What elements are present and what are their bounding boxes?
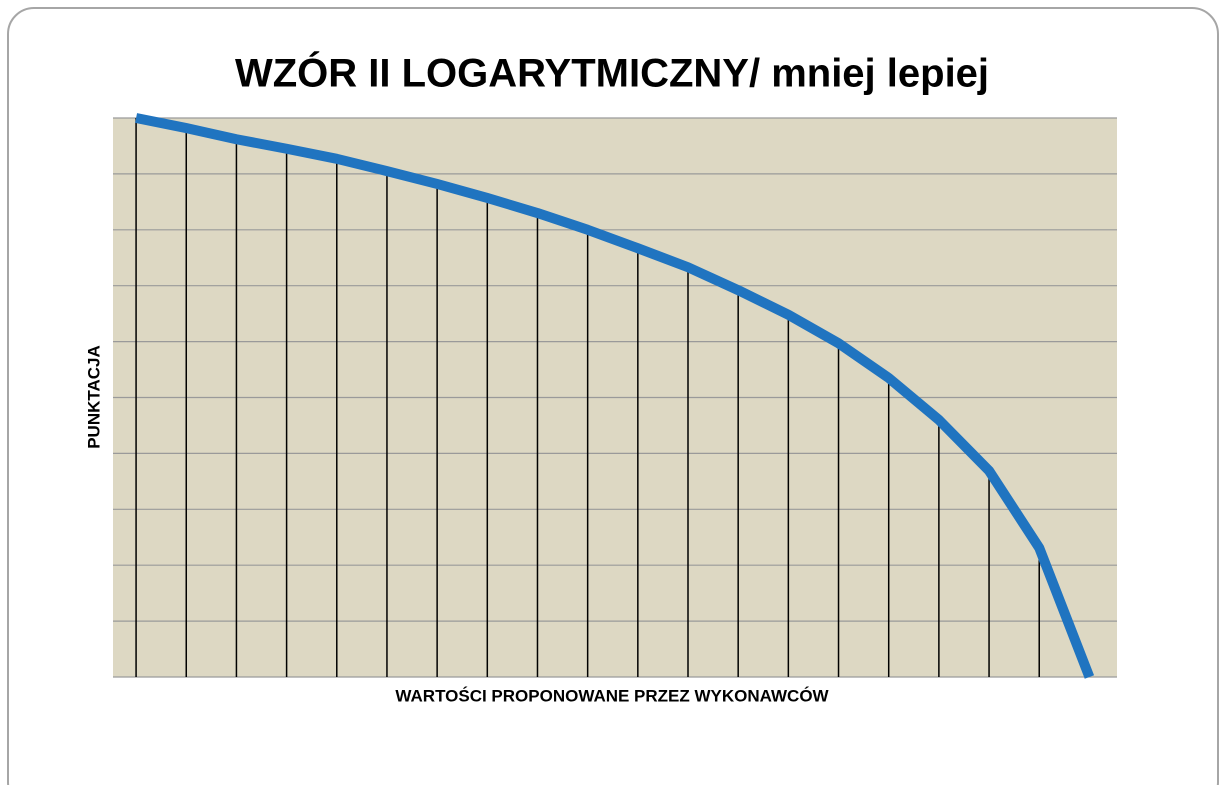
chart-title: WZÓR II LOGARYTMICZNY/ mniej lepiej xyxy=(235,50,989,96)
data-line xyxy=(135,113,1095,679)
y-axis-label: PUNKTACJA xyxy=(84,345,103,449)
x-axis-label: WARTOŚCI PROPONOWANE PRZEZ WYKONAWCÓW xyxy=(395,686,829,705)
